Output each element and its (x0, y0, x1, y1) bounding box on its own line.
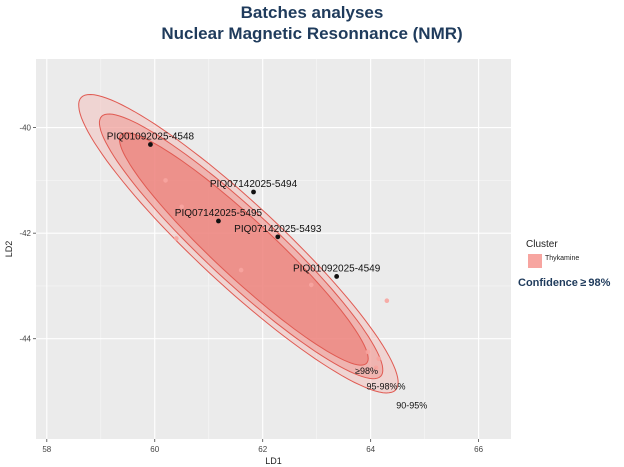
batch-point (216, 218, 221, 224)
faint-data-point (365, 349, 371, 355)
faint-data-point (373, 365, 379, 371)
batch-point-label: PIQ07142025-5494 (210, 179, 298, 190)
x-axis-label: LD1 (265, 456, 282, 466)
x-tick-label: 64 (366, 445, 375, 454)
x-tick-label: 60 (150, 445, 159, 454)
chart-title-line-2: Nuclear Magnetic Resonnance (NMR) (161, 24, 463, 43)
batch-point (275, 234, 281, 240)
legend-title: Cluster (526, 239, 558, 250)
batch-point-label: PIQ01092025-4549 (293, 263, 381, 274)
confidence-ellipses: 90-95% 95-98%% ≥98% (78, 93, 427, 411)
faint-data-point (163, 178, 168, 183)
y-tick-label: -44 (19, 335, 31, 344)
legend-label: Thykamine (545, 255, 580, 262)
faint-data-point (308, 282, 314, 288)
chart-title-line-1: Batches analyses (240, 3, 384, 22)
batch-point-label: PIQ07142025-5495 (175, 208, 263, 219)
faint-data-point (376, 356, 382, 362)
ellipse-label: ≥98% (355, 366, 378, 376)
faint-points (163, 178, 390, 371)
axes: 58 60 62 64 66 -40 -42 -44 LD1 LD2 (4, 124, 484, 466)
x-tick-label: 66 (474, 445, 483, 454)
batch-points: PIQ01092025-4548 PIQ07142025-5494 PIQ07142… (107, 132, 381, 279)
confidence-ellipse (118, 132, 369, 366)
legend-key-swatch (527, 253, 543, 269)
batch-point (251, 189, 256, 195)
y-tick-label: -42 (19, 229, 31, 238)
batch-point-label: PIQ07142025-5493 (234, 224, 322, 235)
y-tick-label: -40 (19, 124, 31, 133)
faint-data-point (174, 236, 179, 241)
y-axis-label: LD2 (4, 241, 14, 258)
ellipse-label: 90-95% (396, 401, 427, 411)
x-tick-label: 58 (42, 445, 51, 454)
confidence-note: Confidence ≥ 98% (518, 277, 611, 289)
faint-data-point (238, 267, 244, 273)
ellipse-label: 95-98%% (367, 381, 406, 391)
batch-point (334, 274, 340, 279)
batch-point-label: PIQ01092025-4548 (107, 132, 195, 143)
faint-data-point (384, 298, 390, 304)
faint-data-point (179, 204, 185, 210)
x-tick-label: 62 (258, 445, 267, 454)
batch-point (148, 142, 153, 147)
